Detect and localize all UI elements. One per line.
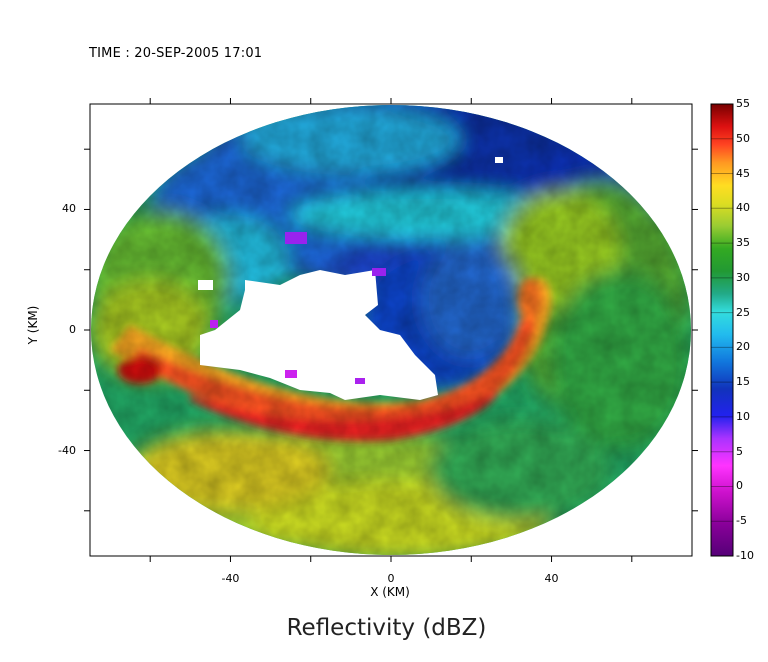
colorbar-tick-label: 15 (736, 375, 750, 389)
colorbar-tick-label: 25 (736, 305, 750, 319)
colorbar-tick-label: 0 (736, 479, 743, 493)
colorbar-tick-label: 10 (736, 409, 750, 423)
y-tick-label: -40 (58, 443, 76, 457)
colorbar-tick-label: 45 (736, 166, 750, 180)
colorbar-tick-label: 55 (736, 97, 750, 110)
y-axis-label: Y (KM) (26, 305, 40, 345)
colorbar-tick-label: 20 (736, 340, 750, 354)
x-axis-label: X (KM) (370, 585, 410, 599)
x-tick-label: -40 (221, 572, 240, 585)
eye-region (198, 157, 503, 400)
chart-title: Reflectivity (dBZ) (286, 615, 487, 641)
colorbar (710, 103, 734, 557)
colorbar-tick-label: -10 (736, 549, 754, 562)
colorbar-tick-label: 35 (736, 236, 750, 250)
colorbar-tick-label: 5 (736, 444, 743, 458)
radar-disk (91, 105, 691, 555)
colorbar-ticks (711, 103, 733, 557)
x-tick-label: 40 (544, 572, 559, 585)
y-tick-label: 0 (69, 323, 76, 336)
colorbar-tick-label: 30 (736, 270, 750, 284)
time-stamp: TIME : 20-SEP-2005 17:01 (89, 46, 263, 61)
colorbar-tick-label: 50 (736, 131, 750, 145)
x-tick-label: 0 (387, 572, 395, 585)
colorbar-tick-label: 40 (736, 201, 750, 215)
axis-ticks (84, 98, 698, 562)
colorbar-tick-label: -5 (736, 514, 747, 528)
y-tick-label: 40 (62, 202, 76, 216)
low-echo-patch (285, 232, 307, 244)
